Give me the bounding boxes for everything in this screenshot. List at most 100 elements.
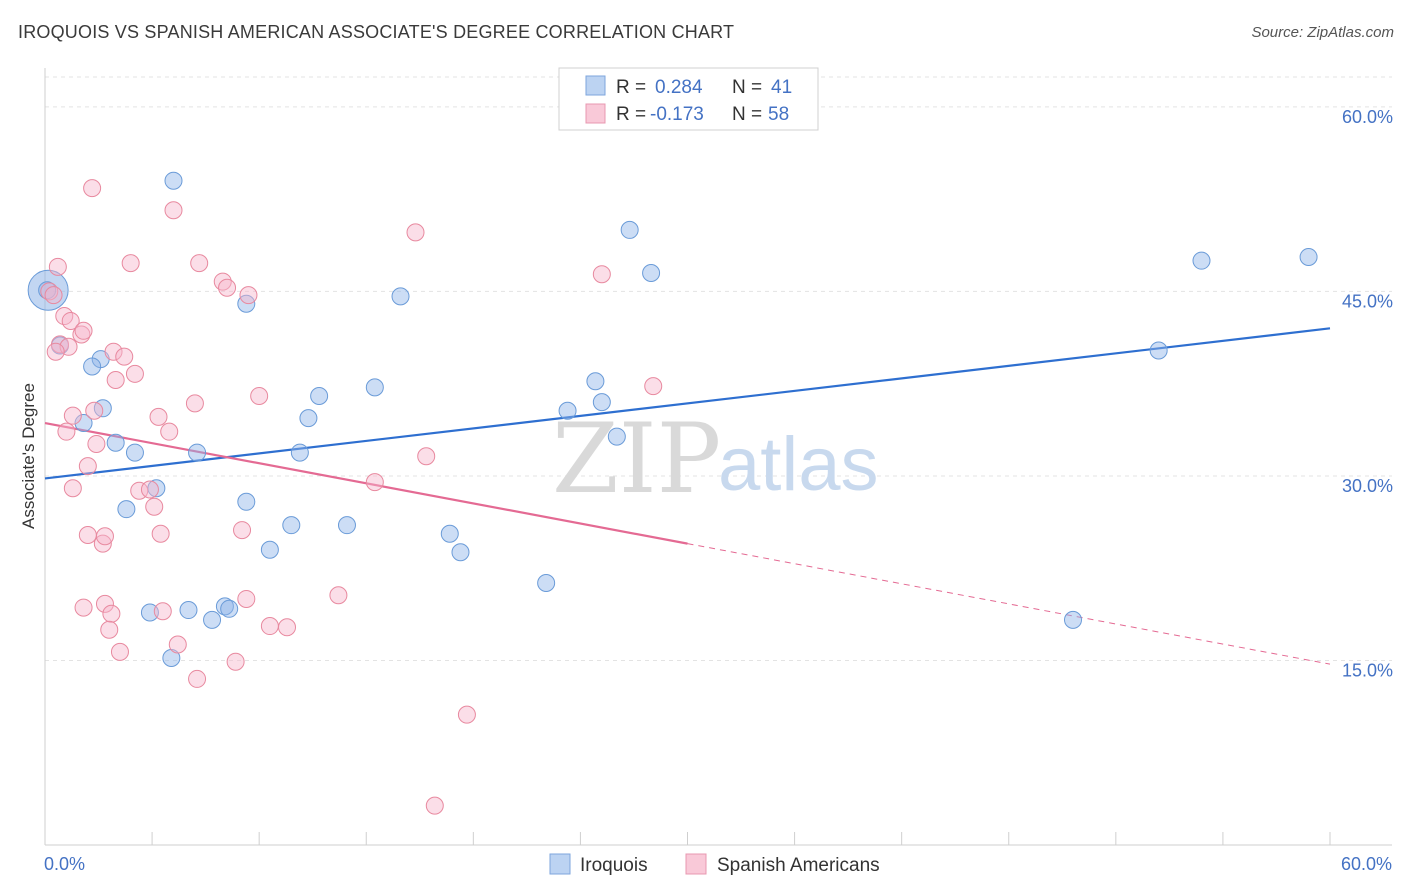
point-0-9 (188, 443, 207, 462)
axes (44, 68, 1392, 846)
point-0-1 (164, 171, 183, 190)
legend-n-value-1: 41 (771, 77, 792, 98)
legend-n-label-2: N = (732, 104, 762, 125)
point-1-56 (226, 652, 245, 671)
point-0-31 (1064, 610, 1082, 629)
trend-line-0 (44, 327, 1331, 480)
point-1-35 (250, 386, 269, 405)
point-1-34 (417, 447, 436, 466)
trend-line-dashed-1 (687, 543, 1331, 665)
point-1-22 (85, 401, 104, 420)
point-0-17 (237, 492, 256, 511)
point-1-42 (151, 524, 170, 543)
point-0-32 (1149, 341, 1168, 360)
point-1-31 (140, 480, 159, 499)
point-0-36 (179, 601, 198, 620)
point-1-0 (48, 257, 67, 276)
chart-title: IROQUOIS VS SPANISH AMERICAN ASSOCIATE'S… (18, 22, 735, 42)
point-0-19 (337, 516, 356, 535)
point-1-40 (93, 534, 112, 553)
x-tick-label-1: 60.0% (1341, 854, 1392, 874)
point-0-23 (451, 543, 470, 562)
legend-swatch-spanish (585, 103, 606, 124)
point-1-36 (406, 223, 425, 242)
point-1-17 (104, 342, 123, 361)
point-1-53 (110, 642, 129, 661)
bottom-legend-swatch-iroquois (549, 853, 571, 875)
point-1-11 (61, 311, 80, 330)
legend-r-label-1: R = (616, 77, 646, 98)
point-0-8 (125, 443, 144, 462)
point-0-37 (203, 610, 222, 629)
point-0-30 (642, 263, 661, 282)
bottom-legend-spanish: Spanish Americans (717, 855, 880, 876)
point-1-51 (260, 617, 279, 636)
point-1-29 (63, 479, 82, 498)
legend-n-value-2: 58 (768, 104, 789, 125)
point-1-52 (278, 618, 297, 637)
point-1-16 (46, 342, 65, 361)
point-1-41 (95, 527, 114, 546)
point-1-19 (125, 364, 144, 383)
source-label: Source: ZipAtlas.com (1251, 24, 1394, 41)
point-1-4 (164, 201, 183, 220)
point-0-11 (117, 500, 136, 519)
point-0-14 (299, 409, 318, 428)
legend-r-label-2: R = (616, 104, 646, 125)
point-0-34 (1299, 247, 1318, 266)
point-0-35 (140, 603, 159, 622)
point-1-47 (153, 602, 172, 621)
point-1-2 (44, 286, 63, 305)
point-1-21 (185, 394, 204, 413)
legend-n-label-1: N = (732, 77, 762, 98)
point-0-20 (260, 540, 279, 559)
tick-labels: 15.0% 30.0% 45.0% 60.0% 0.0% 60.0% (44, 107, 1393, 874)
bottom-legend-iroquois: Iroquois (580, 855, 648, 876)
point-1-25 (57, 422, 76, 441)
legend-r-value-2: -0.173 (650, 104, 704, 125)
point-1-43 (233, 521, 252, 540)
legend-r-value-1: 0.284 (655, 77, 703, 98)
point-1-50 (100, 620, 119, 639)
point-0-13 (310, 386, 329, 405)
point-1-44 (74, 598, 93, 617)
point-0-39 (220, 599, 239, 618)
point-1-48 (237, 589, 256, 608)
point-1-5 (121, 254, 140, 273)
y-axis-label: Associate's Degree (19, 383, 38, 529)
watermark: ZIP atlas (552, 403, 879, 515)
point-1-49 (329, 586, 348, 605)
point-1-20 (106, 371, 125, 389)
point-0-26 (592, 393, 611, 412)
grid-lines (45, 76, 1392, 661)
point-0-24 (558, 401, 577, 420)
point-1-58 (425, 796, 444, 815)
point-0-33 (1192, 251, 1211, 270)
bottom-legend: Iroquois Spanish Americans (549, 853, 880, 876)
point-1-39 (78, 526, 97, 544)
x-tick-label-0: 0.0% (44, 854, 85, 874)
point-0-29 (620, 220, 639, 239)
point-0-21 (391, 287, 410, 306)
point-0-15 (365, 378, 384, 397)
point-0-25 (586, 372, 605, 391)
point-1-13 (74, 321, 93, 340)
point-0-18 (282, 516, 301, 535)
point-1-23 (63, 406, 82, 425)
data-points (27, 171, 1318, 815)
point-1-46 (102, 604, 121, 623)
point-0-27 (607, 427, 626, 446)
point-1-45 (95, 594, 114, 613)
y-tick-label-2: 45.0% (1342, 291, 1393, 311)
point-1-3 (83, 179, 102, 198)
point-1-26 (160, 422, 179, 441)
point-1-28 (78, 457, 97, 476)
legend-box: R = 0.284 N = 41 R = -0.173 N = 58 (558, 67, 819, 131)
watermark-zip: ZIP (552, 403, 721, 515)
point-1-33 (365, 473, 384, 492)
point-1-32 (145, 497, 164, 516)
watermark-atlas: atlas (718, 422, 879, 507)
point-0-7 (106, 433, 125, 452)
point-0-16 (290, 443, 309, 462)
